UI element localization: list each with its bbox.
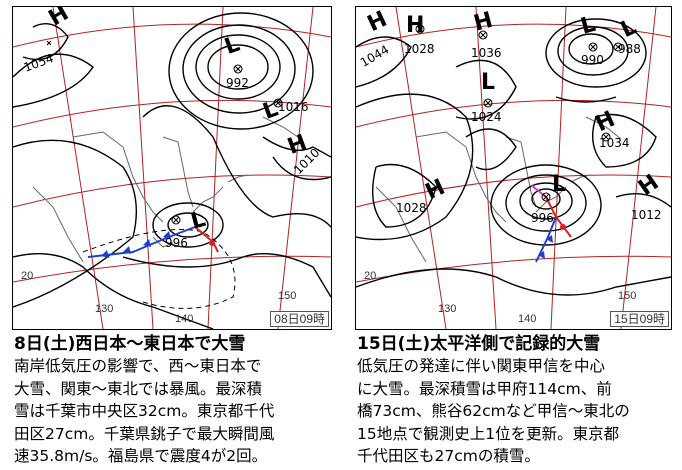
pressure-label: 1036	[471, 46, 502, 60]
front-lines	[87, 226, 219, 258]
center-letter: H	[45, 7, 73, 31]
pressure-label: 1028	[396, 201, 427, 215]
caption-line: 南岸低気圧の影響で、西～東日本で	[14, 357, 262, 375]
pressure-label: 1028	[404, 42, 435, 56]
pressure-label: 1024	[471, 110, 502, 124]
caption-line: に大雪。最深積雪は甲府114cm、前	[357, 379, 612, 398]
datetime-stamp: 08日09時	[270, 311, 329, 327]
coastline	[32, 116, 299, 263]
caption-right: 15日(土)太平洋側で記録的大雪 低気圧の発達に伴い関東甲信を中心 に大雪。最深…	[357, 333, 677, 468]
caption-line: 15地点で観測史上1位を更新。東京都	[357, 424, 620, 443]
caption-line: 橋73cm、熊谷62cmなど甲信～東北の	[357, 402, 630, 420]
isobars	[13, 12, 331, 329]
front-lines	[530, 184, 572, 263]
caption-line: 千代田区も27cmの積雪。	[357, 447, 540, 465]
center-letter: L	[188, 207, 208, 235]
cold-front-triangles	[538, 235, 553, 259]
center-letter: H	[634, 170, 663, 201]
pressure-label: 992	[226, 76, 249, 90]
pressure-label: 996	[165, 236, 188, 250]
pressure-label: 1054	[22, 51, 55, 75]
caption-title: 8日(土)西日本～東日本で大雪	[14, 334, 246, 354]
caption-body: 南岸低気圧の影響で、西～東日本で 大雪、関東～東北では暴風。最深積 雪は千葉市中…	[14, 355, 336, 468]
weather-chart-right: H H H L L L H H L H 1044 1028 1036 990 9…	[356, 7, 671, 329]
weather-map-right: H H H L L L H H L H 1044 1028 1036 990 9…	[355, 6, 672, 330]
pressure-center-markers	[415, 24, 623, 202]
weather-map-left: H L L H L 1054 992 1016 1010 996 20 130 …	[12, 6, 332, 330]
longitude-label: 140	[175, 313, 193, 325]
pressure-label: 990	[581, 53, 604, 67]
longitude-label: 140	[518, 313, 536, 325]
cold-front-triangles	[101, 231, 171, 258]
longitude-label: 150	[278, 290, 296, 302]
pressure-label: 988	[618, 42, 641, 56]
latitude-label: 20	[364, 270, 376, 282]
latitude-label: 20	[21, 270, 33, 282]
caption-line: 大雪、関東～東北では暴風。最深積	[14, 379, 263, 398]
isobars	[356, 18, 671, 296]
caption-line: 低気圧の発達に伴い関東甲信を中心	[357, 357, 606, 375]
center-letter: L	[221, 32, 243, 60]
center-letter: L	[552, 172, 566, 197]
longitude-label: 130	[438, 303, 456, 315]
warm-front-semicircle	[209, 240, 215, 246]
pressure-label: 1012	[631, 208, 662, 222]
warm-front-semicircle	[560, 224, 566, 230]
caption-title: 15日(土)太平洋側で記録的大雪	[357, 334, 601, 354]
pressure-center-markers	[46, 40, 283, 225]
pressure-label: 996	[531, 211, 554, 225]
caption-line: 速35.8m/s。福島県で震度4が2回。	[14, 447, 268, 465]
center-letter: H	[471, 8, 495, 37]
center-letter: H	[592, 107, 619, 137]
center-letter: H	[364, 7, 391, 37]
longitude-label: 150	[618, 290, 636, 302]
datetime-stamp: 15日09時	[610, 311, 669, 327]
center-letter: L	[617, 14, 640, 43]
weather-chart-left: H L L H L 1054 992 1016 1010 996 20 130 …	[13, 7, 331, 329]
center-letter: L	[578, 12, 598, 40]
pressure-label: 1044	[358, 42, 391, 69]
longitude-label: 130	[95, 303, 113, 315]
dashed-isobar	[82, 229, 236, 309]
cold-front	[87, 226, 196, 258]
caption-line: 雪は千葉市中央区32cm。東京都千代	[14, 402, 275, 420]
pressure-label: 1016	[278, 100, 309, 114]
center-letter: H	[406, 13, 424, 38]
caption-body: 低気圧の発達に伴い関東甲信を中心 に大雪。最深積雪は甲府114cm、前 橋73c…	[357, 355, 677, 468]
coastline	[375, 116, 622, 263]
center-letter: L	[481, 70, 495, 95]
pressure-label: 1034	[599, 136, 630, 150]
lat-lon-grid	[13, 7, 331, 329]
caption-line: 田区27cm。千葉県銚子で最大瞬間風	[14, 424, 275, 443]
caption-left: 8日(土)西日本～東日本で大雪 南岸低気圧の影響で、西～東日本で 大雪、関東～東…	[14, 333, 336, 468]
